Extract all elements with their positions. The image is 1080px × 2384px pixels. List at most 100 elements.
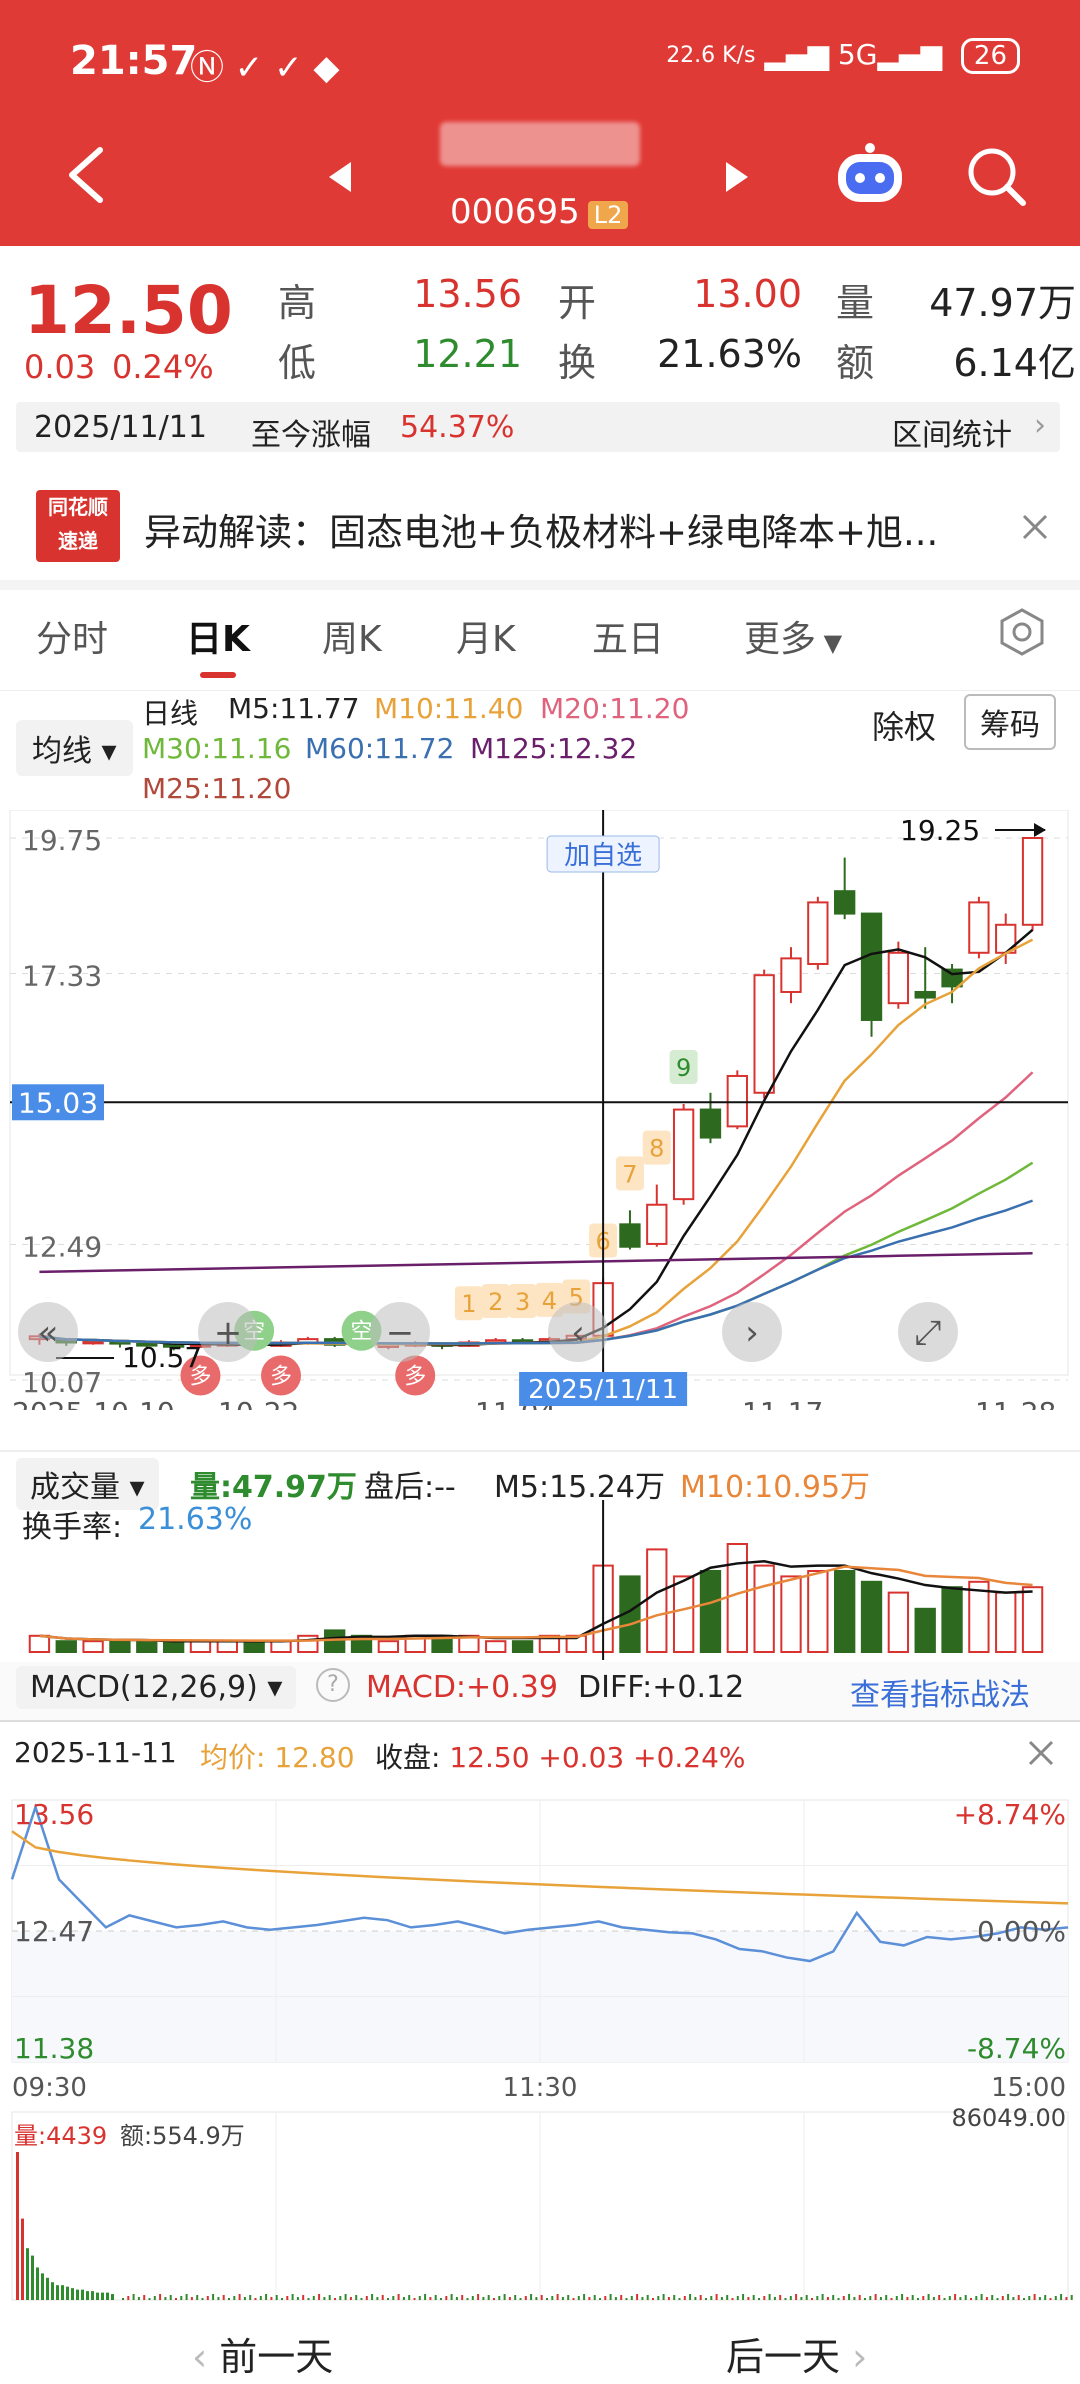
intraday-volume-bar [715, 2294, 718, 2300]
chevron-left-icon: ‹ [192, 2335, 220, 2379]
ma-selector-button[interactable]: 均线 ▾ [16, 720, 133, 776]
intraday-volume-bar [31, 2255, 34, 2300]
indicator-strategy-link[interactable]: 查看指标战法 [850, 1678, 1030, 1713]
intraday-volume-bar [720, 2297, 723, 2300]
tab-daily-k[interactable]: 日K [186, 619, 250, 660]
tab-weekly-k[interactable]: 周K [322, 619, 382, 660]
intraday-volume-bar [228, 2298, 230, 2300]
intraday-volume-bar [673, 2295, 676, 2300]
intraday-volume-bar [662, 2294, 665, 2300]
intraday-volume-bar [360, 2298, 363, 2300]
intraday-volume-bar [498, 2296, 501, 2300]
intraday-volume-bar [41, 2273, 44, 2300]
td-seq-number: 1 [461, 1290, 476, 1318]
intraday-volume-bar [66, 2286, 69, 2300]
interval-bar[interactable]: 2025/11/11 至今涨幅 54.37% 区间统计 › [16, 402, 1060, 453]
intraday-volume-bar [169, 2295, 172, 2300]
ex-rights-toggle[interactable]: 除权 [872, 708, 937, 746]
volume-indicator-button[interactable]: 成交量 ▾ [16, 1458, 159, 1510]
candle [699, 1108, 722, 1139]
robot-assistant-icon[interactable] [830, 140, 910, 210]
interval-gain-value: 54.37% [400, 410, 515, 445]
candle [753, 974, 775, 1094]
price-change: 0.03 [24, 348, 96, 386]
volume-bar [726, 1543, 748, 1653]
prev-day-button[interactable]: ‹ 前一天 [192, 2326, 333, 2381]
y-left-low: 11.38 [14, 2032, 94, 2065]
intraday-volume-bar [736, 2296, 739, 2300]
fullscreen-icon[interactable] [898, 1302, 958, 1362]
tab-monthly-k[interactable]: 月K [456, 619, 516, 660]
intraday-volume-bar [752, 2295, 755, 2300]
prev-stock-icon[interactable] [325, 160, 355, 194]
close-value-text: 12.50 +0.03 +0.24% [449, 1741, 746, 1774]
intraday-volume-bar [381, 2295, 384, 2300]
volume-bar [485, 1640, 507, 1653]
intraday-volume-bar [1049, 2298, 1052, 2300]
macd-indicator-button[interactable]: MACD(12,26,9) ▾ [16, 1666, 297, 1709]
intraday-volume-bar [620, 2295, 623, 2300]
back-icon[interactable] [60, 145, 110, 205]
intraday-volume-bar [487, 2295, 490, 2300]
turnover-value: 21.63% [657, 332, 802, 376]
avg-label-text: 均价: [200, 1741, 266, 1774]
intraday-volume-bar [175, 2298, 177, 2300]
avg-value-text: 12.80 [274, 1741, 355, 1774]
candle [914, 990, 936, 999]
intraday-volume-bar [938, 2295, 941, 2300]
intraday-volume-bar [281, 2298, 283, 2300]
interval-stats-link[interactable]: 区间统计 [892, 418, 1012, 453]
status-icons-left: Ⓝ ✓ ✓ ◆ [190, 48, 340, 88]
intraday-volume-bar [334, 2298, 336, 2300]
zoom-out-icon-glyph: − [386, 1313, 415, 1353]
intraday-volume-bar [964, 2295, 967, 2300]
signal-icon: ▂▄▆ 5G▂▄▆ [764, 38, 942, 71]
chevron-left-icon[interactable] [548, 1302, 608, 1362]
volume-bar [324, 1629, 346, 1653]
zoom-in-icon[interactable] [198, 1302, 258, 1362]
tab-five-day[interactable]: 五日 [592, 619, 665, 660]
label-low: 低 [278, 341, 317, 385]
intraday-volume-bar [424, 2294, 427, 2300]
intraday-volume-bar [710, 2296, 713, 2300]
intraday-chart[interactable]: 13.56 12.47 11.38 +8.74% 0.00% -8.74% 09:30 11:… [0, 1772, 1080, 2362]
after-hours: 盘后:-- [364, 1470, 456, 1505]
candle [968, 901, 990, 954]
tab-more[interactable]: 更多 ▼ [744, 610, 842, 662]
interval-gain-label: 至今涨幅 [251, 418, 371, 453]
candle [941, 968, 963, 988]
price-line [10, 1803, 1069, 1963]
chip-button[interactable]: 筹码 [964, 694, 1056, 750]
close-popup-icon[interactable] [1026, 1738, 1056, 1768]
intraday-volume-bar [302, 2295, 305, 2300]
vol-m5: M5:15.24万 [494, 1470, 665, 1505]
kline-chart[interactable]: 19.7517.3312.4910.07123456789空空多多多15.03加… [0, 810, 1080, 1410]
zoom-out-icon[interactable] [370, 1302, 430, 1362]
news-logo-bottom: 速递 [58, 529, 98, 553]
news-headline[interactable]: 异动解读：固态电池+负极材料+绿电降本+旭... [144, 511, 939, 554]
intraday-volume-bar [318, 2294, 321, 2300]
help-icon[interactable]: ? [316, 1668, 350, 1702]
close-icon[interactable] [1020, 512, 1050, 542]
settings-icon[interactable] [996, 606, 1048, 658]
next-stock-icon[interactable] [722, 160, 752, 194]
tab-intraday[interactable]: 分时 [36, 619, 109, 660]
intraday-volume-bar [747, 2297, 750, 2300]
fast-back-icon[interactable] [18, 1302, 78, 1362]
intraday-volume-bar [1070, 2295, 1073, 2300]
intraday-volume-bar [185, 2294, 188, 2300]
status-icons-right: 22.6 K/s ▂▄▆ 5G▂▄▆ 26 [666, 38, 1020, 74]
news-logo: 同花顺 速递 [36, 490, 120, 562]
news-logo-top: 同花顺 [48, 495, 108, 519]
avg-price-label: 均价: 12.80 [200, 1736, 355, 1776]
crosshair-date: 2025/11/11 [528, 1375, 678, 1405]
volume-bar [270, 1640, 292, 1653]
volume-bar [807, 1570, 829, 1653]
turnover-label: 换手率: [22, 1510, 123, 1545]
intraday-volume-bar [524, 2296, 527, 2300]
chevron-right-icon[interactable] [722, 1302, 782, 1362]
search-icon[interactable] [965, 145, 1029, 209]
intraday-volume-bar [667, 2297, 670, 2300]
next-day-button[interactable]: 后一天 › [726, 2326, 867, 2381]
intraday-volume-bar [349, 2297, 352, 2300]
